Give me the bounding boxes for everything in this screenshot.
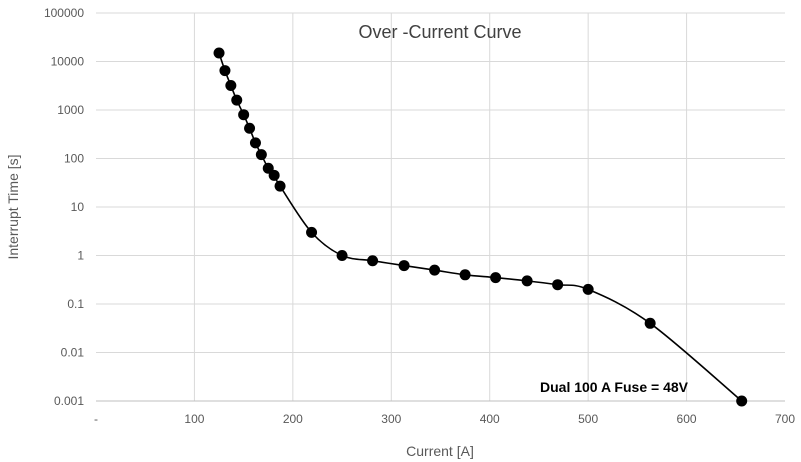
x-axis-title: Current [A] xyxy=(406,443,474,459)
y-axis-title: Interrupt Time [s] xyxy=(5,154,21,259)
y-tick-label: 10 xyxy=(71,200,85,214)
y-tick-label: 100000 xyxy=(44,6,84,20)
y-tick-label: 10000 xyxy=(51,55,85,69)
x-tick-label: 400 xyxy=(480,412,500,426)
x-tick-label: 500 xyxy=(578,412,598,426)
chart-title: Over -Current Curve xyxy=(358,22,521,42)
data-point xyxy=(255,149,267,161)
data-point xyxy=(306,226,318,238)
data-point xyxy=(398,260,410,272)
data-point xyxy=(429,264,441,276)
y-tick-labels: 0.001 0.01 0.1 1 10 100 1000 10000 100000 xyxy=(44,6,84,408)
data-point xyxy=(274,180,286,192)
data-point xyxy=(238,109,250,121)
data-point xyxy=(225,80,237,92)
data-points xyxy=(213,47,748,407)
data-point xyxy=(582,283,594,295)
data-point xyxy=(521,275,533,287)
data-point xyxy=(213,47,225,59)
data-point xyxy=(552,279,564,291)
data-point xyxy=(367,255,379,267)
data-point xyxy=(459,269,471,281)
data-point xyxy=(736,395,748,407)
gridlines xyxy=(96,12,785,401)
x-tick-label: 700 xyxy=(775,412,795,426)
fuse-annotation: Dual 100 A Fuse = 48V xyxy=(540,379,689,395)
data-point xyxy=(249,137,261,149)
x-tick-labels: - 100 200 300 400 500 600 700 xyxy=(94,412,795,426)
data-point xyxy=(268,169,280,181)
y-tick-label: 100 xyxy=(64,152,84,166)
y-tick-label: 1000 xyxy=(57,103,84,117)
x-tick-label: 200 xyxy=(283,412,303,426)
x-tick-label: 100 xyxy=(184,412,204,426)
x-tick-label: 300 xyxy=(381,412,401,426)
series-curve xyxy=(218,52,743,402)
x-tick-label: 600 xyxy=(677,412,697,426)
data-point xyxy=(244,122,256,134)
data-point xyxy=(231,94,243,106)
y-tick-label: 1 xyxy=(77,249,84,263)
y-tick-label: 0.01 xyxy=(61,346,85,360)
y-tick-label: 0.001 xyxy=(54,394,84,408)
data-point xyxy=(644,317,656,329)
y-tick-label: 0.1 xyxy=(67,297,84,311)
x-tick-label: - xyxy=(94,412,98,426)
data-point xyxy=(219,65,231,77)
data-point xyxy=(336,250,348,261)
data-point xyxy=(490,272,502,284)
